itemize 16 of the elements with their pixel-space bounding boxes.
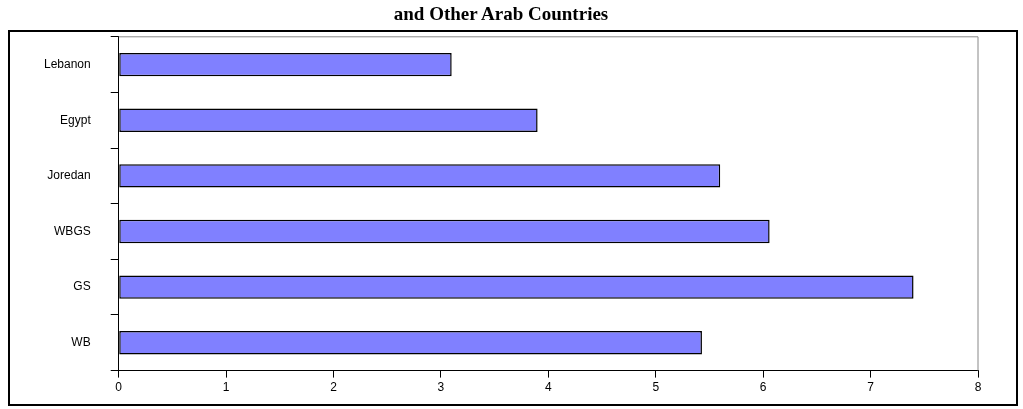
y-tick-label: Lebanon (44, 56, 91, 71)
y-tick-label: GS (73, 279, 91, 294)
y-tick-label: Egypt (60, 112, 92, 127)
y-tick-label: WB (71, 335, 91, 350)
x-tick-label: 0 (115, 380, 123, 395)
x-tick-label: 2 (330, 380, 338, 395)
x-tick-label: 1 (222, 380, 230, 395)
x-tick-label: 4 (545, 380, 553, 395)
x-tick-label: 6 (759, 380, 767, 395)
chart-title: and Other Arab Countries (393, 3, 609, 25)
y-tick-label: WBGS (54, 223, 91, 238)
y-tick-label: Joredan (47, 168, 91, 183)
x-tick-label: 3 (437, 380, 445, 395)
x-tick-label: 7 (867, 380, 875, 395)
x-tick-label: 5 (652, 380, 660, 395)
x-tick-label: 8 (974, 380, 982, 395)
